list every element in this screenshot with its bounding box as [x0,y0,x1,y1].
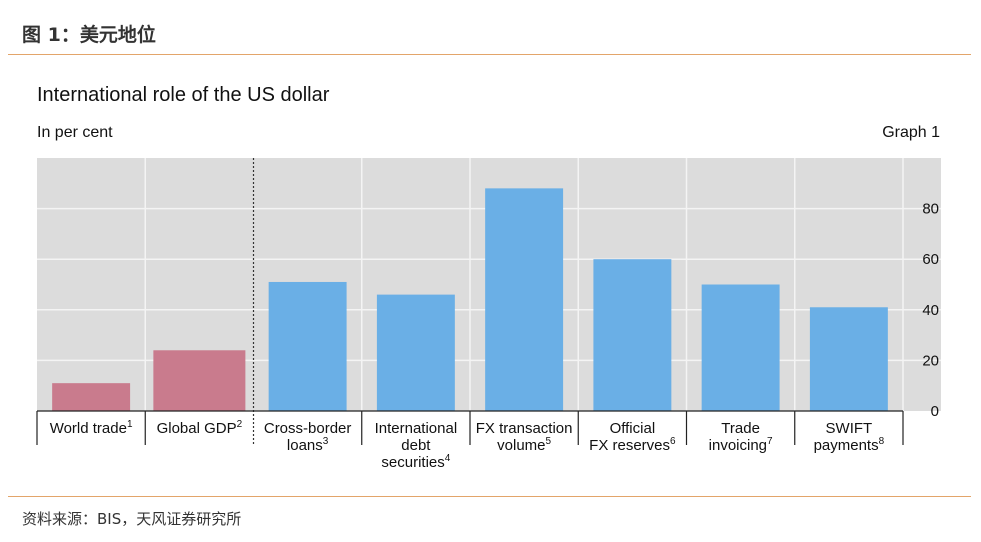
category-label: Official [610,420,656,437]
figure-caption: 图 1：美元地位 [22,24,156,46]
bar [701,284,780,411]
category-label: Trade [721,420,760,437]
y-tick-label: 80 [922,201,939,218]
category-label: payments8 [814,436,885,454]
category-label: International [375,420,458,437]
category-label: SWIFT [826,420,873,437]
footnote-marker: 4 [445,453,451,464]
y-tick-label: 40 [922,302,939,319]
y-tick-label: 0 [931,403,939,420]
footnote-marker: 7 [767,436,773,447]
bar [376,294,455,411]
footnote-marker: 6 [670,436,676,447]
footnote-marker: 1 [127,419,133,430]
bar [153,350,246,411]
category-label: Global GDP2 [157,419,243,437]
category-label: FX reserves6 [589,436,676,454]
category-label: debt [401,437,431,454]
bar [52,383,131,411]
category-label: FX transaction [476,420,573,437]
footnote-marker: 5 [546,436,552,447]
source-note: 资料来源：BIS，天风证券研究所 [22,510,242,528]
footnote-marker: 8 [879,436,885,447]
bar [593,259,672,411]
graph-label: Graph 1 [882,124,940,141]
category-label: invoicing7 [709,436,773,454]
category-label: Cross-border [264,420,352,437]
bar [485,188,564,411]
y-tick-label: 20 [922,352,939,369]
category-label: securities4 [381,453,450,471]
bar [268,281,347,411]
top-divider [8,54,971,55]
unit-label: In per cent [37,124,113,141]
bar [809,307,888,411]
bottom-divider [8,496,971,497]
category-label: World trade1 [50,419,133,437]
category-label: volume5 [497,436,551,454]
footnote-marker: 2 [237,419,243,430]
chart-title: International role of the US dollar [37,84,330,106]
category-label: loans3 [287,436,329,454]
y-tick-label: 60 [922,251,939,268]
footnote-marker: 3 [323,436,329,447]
